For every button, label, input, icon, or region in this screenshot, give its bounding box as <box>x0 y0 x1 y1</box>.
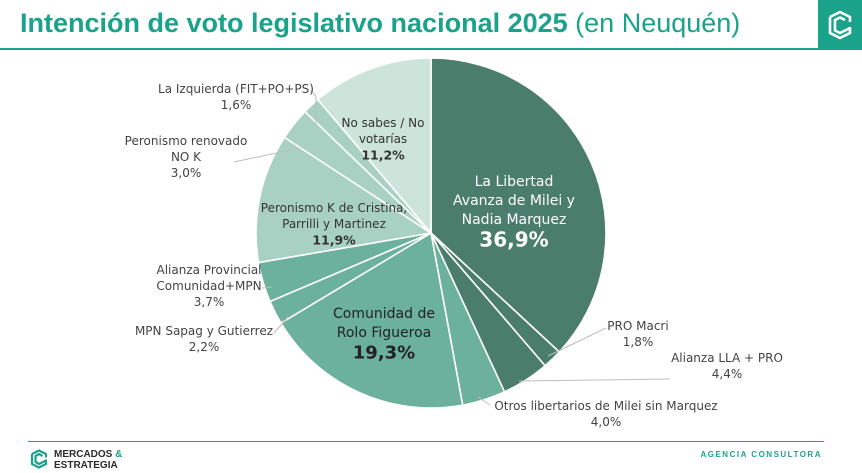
slice-label-line: La Izquierda (FIT+PO+PS) <box>158 82 314 96</box>
footer-divider <box>28 441 824 442</box>
slice-value-peronismo-renovado: 3,0% <box>171 166 202 180</box>
slice-label-line: Rolo Figueroa <box>337 325 431 341</box>
leader-line-alianza-lla-pro <box>518 378 671 382</box>
brand-logo-icon <box>30 449 48 469</box>
slice-label-line: Alianza Provincial <box>157 263 262 277</box>
leader-line-izquierda <box>309 89 317 127</box>
title-divider <box>0 48 818 50</box>
slice-label-peronismo-k: Peronismo K de Cristina, Parrilli y Marti… <box>261 201 407 247</box>
slice-label-line: Comunidad de <box>333 306 435 322</box>
slice-label-line: Alianza LLA + PRO <box>671 351 783 365</box>
brand-line1: MERCADOS <box>54 449 113 460</box>
slice-value-lla: 36,9% <box>479 228 548 252</box>
brand-ampersand: & <box>115 449 123 460</box>
leader-line-pro <box>547 327 607 357</box>
header: Intención de voto legislativo nacional 2… <box>0 0 862 54</box>
corner-logo-tab <box>818 0 862 50</box>
brand-name: MERCADOS & ESTRATEGIA <box>54 449 122 471</box>
leader-line-mpn-sapag <box>273 316 289 334</box>
slice-label-line: Peronismo renovado <box>125 134 248 148</box>
slice-value-no-sabe: 11,2% <box>361 147 405 162</box>
slice-label-line: Nadia Marquez <box>462 212 567 228</box>
slice-label-mpn-sapag: MPN Sapag y Gutierrez 2,2% <box>135 324 273 354</box>
slice-label-alianza-lla-pro: Alianza LLA + PRO 4,4% <box>671 351 783 381</box>
slice-label-line: Avanza de Milei y <box>453 193 575 209</box>
slice-label-line: La Libertad <box>475 174 554 190</box>
slice-label-lla: La Libertad Avanza de Milei y Nadia Marque… <box>453 174 575 252</box>
slice-label-izquierda: La Izquierda (FIT+PO+PS) 1,6% <box>158 82 314 112</box>
leader-line-otros-libertarios <box>477 396 491 406</box>
slice-value-izquierda: 1,6% <box>221 98 252 112</box>
slice-label-otros-libertarios: Otros libertarios de Milei sin Marquez 4,… <box>494 399 717 429</box>
slice-label-line: NO K <box>171 150 202 164</box>
slice-label-line: votarías <box>359 132 407 146</box>
pie-slice-lla <box>430 57 607 354</box>
slice-value-pro: 1,8% <box>623 335 654 349</box>
slice-label-line: Otros libertarios de Milei sin Marquez <box>494 399 717 413</box>
slice-label-line: No sabes / No <box>342 116 425 130</box>
slice-value-otros-libertarios: 4,0% <box>591 415 622 429</box>
slice-label-alianza-provincial: Alianza Provincial Comunidad+MPN 3,7% <box>156 263 261 309</box>
slice-label-comunidad: Comunidad de Rolo Figueroa 19,3% <box>333 306 435 363</box>
slice-label-line: Peronismo K de Cristina, <box>261 201 407 215</box>
slice-value-peronismo-k: 11,9% <box>312 232 356 247</box>
slice-label-line: Parrilli y Martinez <box>282 217 386 231</box>
page-title: Intención de voto legislativo nacional 2… <box>20 8 740 39</box>
brand-line2: ESTRATEGIA <box>54 460 118 471</box>
slice-label-pro: PRO Macri 1,8% <box>607 319 668 349</box>
pie-slice-no-sabe <box>316 57 432 236</box>
slice-label-no-sabe: No sabes / No votarías 11,2% <box>342 116 425 162</box>
title-main: Intención de voto legislativo nacional 2… <box>20 8 568 38</box>
slice-value-mpn-sapag: 2,2% <box>189 340 220 354</box>
slice-label-line: Comunidad+MPN <box>156 279 261 293</box>
pie-slice-peronismo-k <box>255 136 434 264</box>
brand-mark-icon <box>828 10 852 40</box>
leader-line-alianza-provincial <box>261 286 273 289</box>
slice-value-comunidad: 19,3% <box>353 342 415 363</box>
pie-slice-comunidad <box>279 231 464 409</box>
slice-value-alianza-lla-pro: 4,4% <box>712 367 743 381</box>
leader-line-peronismo-renovado <box>233 147 301 163</box>
slice-label-line: PRO Macri <box>607 319 668 333</box>
title-region: (en Neuquén) <box>575 8 741 38</box>
slice-value-alianza-provincial: 3,7% <box>194 295 225 309</box>
slice-label-line: MPN Sapag y Gutierrez <box>135 324 273 338</box>
agency-tagline: AGENCIA CONSULTORA <box>700 450 822 459</box>
slice-label-peronismo-renovado: Peronismo renovado NO K 3,0% <box>125 134 248 180</box>
